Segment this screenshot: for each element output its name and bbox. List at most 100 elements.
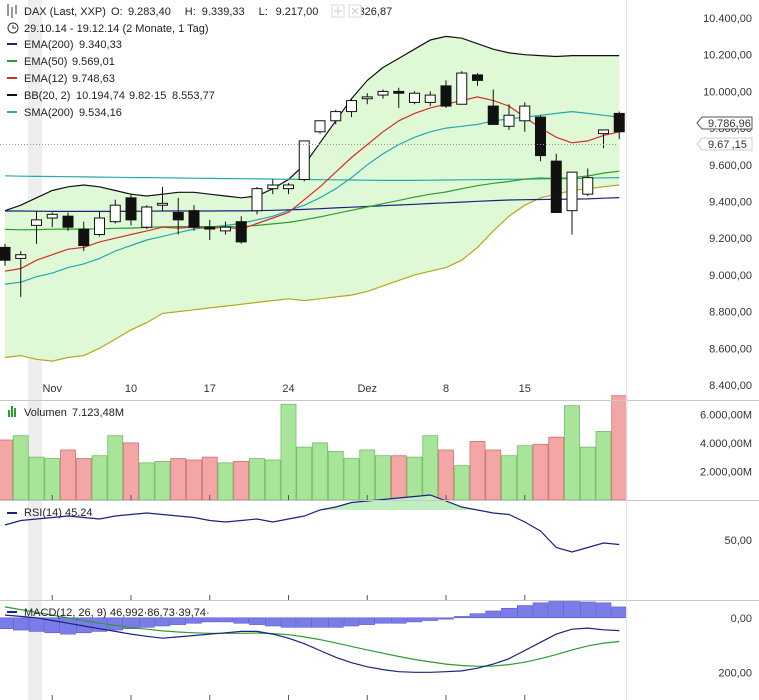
volume-axis: 6.000,00M 4.000,00M 2.000,00M <box>700 409 752 478</box>
volume-tick-label: 4.000,00M <box>700 438 752 450</box>
date-tick-label: 10 <box>125 383 137 395</box>
candle <box>15 251 27 297</box>
candle <box>125 194 137 226</box>
legend-ema50[interactable]: EMA(50) 9.569,01 <box>7 56 115 68</box>
volume-bar <box>186 459 202 501</box>
candle <box>535 115 546 162</box>
candle <box>172 197 184 235</box>
reference-price-badge-text: 9.67 ,15 <box>708 139 747 151</box>
macd-histogram-bar <box>375 617 391 624</box>
macd-histogram-bar <box>217 617 234 623</box>
macd-histogram-bar <box>138 617 155 628</box>
volume-bar <box>359 449 376 501</box>
candle-body <box>377 90 389 96</box>
ohlc-value: 9.283,40 <box>128 6 171 18</box>
legend-ema12-value: 9.748,63 <box>72 73 115 85</box>
macd-histogram-bar <box>390 617 407 624</box>
volume-bar <box>296 446 313 501</box>
date-tick-label: 24 <box>282 383 294 395</box>
clock-icon <box>7 22 19 34</box>
candle <box>251 186 263 215</box>
candle <box>424 91 436 107</box>
volume-bar <box>406 456 423 501</box>
price-tick-label: 8.600,00 <box>709 343 752 355</box>
volume-bar <box>0 439 13 501</box>
rsi-panel-header: RSI(14) 45,24 <box>7 507 93 519</box>
legend-ema12[interactable]: EMA(12) 9.748,63 <box>7 73 115 85</box>
candle <box>393 87 405 108</box>
macd-histogram-bar <box>154 617 171 627</box>
header: DAX (Last, XXP) O: 9.283,40 H: 9.339,33 L: 9.… <box>7 4 392 35</box>
candle-body <box>220 226 231 232</box>
legend-sma200-label: SMA(200) <box>24 107 74 119</box>
candle <box>235 216 247 244</box>
price-tick-label: 10.200,00 <box>703 50 752 62</box>
macd-histogram-bar <box>406 617 423 623</box>
volume-bar <box>579 446 596 501</box>
volume-bar <box>595 431 612 501</box>
legend-sma200-swatch <box>7 111 17 113</box>
rsi-tick-label: 50,00 <box>724 535 752 547</box>
macd-histogram-bar <box>469 613 486 619</box>
candle <box>361 93 373 105</box>
candle-body <box>62 215 74 228</box>
volume-icon-bar-1 <box>8 410 10 417</box>
candle-body <box>78 228 90 247</box>
macd-histogram-bar <box>501 607 517 619</box>
macd-histogram-bar <box>249 617 265 625</box>
macd-histogram-bar <box>611 606 628 619</box>
candle-body <box>157 202 168 206</box>
candle <box>472 73 483 86</box>
candle-body <box>566 171 578 212</box>
candle-body <box>550 160 562 214</box>
volume-bar <box>107 435 124 501</box>
volume-bar <box>548 436 565 501</box>
date-tick-label: 8 <box>443 383 449 395</box>
candle-body <box>204 226 216 230</box>
volume-bar <box>280 403 297 501</box>
rsi-value: 45,24 <box>65 507 93 519</box>
legend-bb-swatch <box>7 94 17 96</box>
legend-bb-middle-value: 9.82·15 <box>129 90 166 102</box>
candle-body <box>330 111 342 122</box>
candle <box>283 183 294 195</box>
volume-icon-bar-3 <box>14 408 16 417</box>
candlesticks <box>0 71 625 297</box>
legend-ema12-swatch <box>7 77 17 79</box>
legend-ema200-swatch <box>7 43 17 45</box>
volume-icon-bar-2 <box>11 406 13 417</box>
candle <box>31 210 42 244</box>
chart-type-icon[interactable] <box>7 4 17 18</box>
rsi-swatch <box>7 512 17 514</box>
rsi-label: RSI(14) <box>24 507 62 519</box>
bollinger-upper-line <box>4 35 620 212</box>
price-tick-label: 9.000,00 <box>709 270 752 282</box>
macd-histogram-bar <box>264 617 281 627</box>
volume-bar <box>154 461 171 501</box>
macd-axis: 200,00 0,00 <box>718 613 752 679</box>
candle-body <box>346 100 357 113</box>
candle-body <box>46 213 58 219</box>
legend-ema200-label: EMA(200) <box>24 39 74 51</box>
legend-sma200[interactable]: SMA(200) 9.534,16 <box>7 107 122 119</box>
legend-ema200[interactable]: EMA(200) 9.340,33 <box>7 39 122 51</box>
candle-body <box>172 212 184 221</box>
legend-bb[interactable]: BB(20, 2) 10.194,74 9.82·15 8.553,77 <box>7 90 215 102</box>
candle-body <box>361 96 373 100</box>
date-tick-label: Nov <box>42 383 62 395</box>
macd-histogram-bar <box>422 617 439 621</box>
macd-histogram-bar <box>485 610 502 619</box>
candle-body <box>409 92 420 103</box>
macd-histogram <box>0 601 628 635</box>
volume-tick-label: 2.000,00M <box>700 466 752 478</box>
candle <box>377 89 389 99</box>
candle <box>346 98 357 118</box>
macd-tick-label: 200,00 <box>718 667 752 679</box>
legend-bb-upper-value: 10.194,74 <box>76 90 125 102</box>
candle-body <box>188 210 200 228</box>
macd-histogram-bar <box>564 601 580 619</box>
volume-bar <box>453 465 470 501</box>
price-tick-label: 10.000,00 <box>703 86 752 98</box>
candle-body <box>472 74 483 81</box>
